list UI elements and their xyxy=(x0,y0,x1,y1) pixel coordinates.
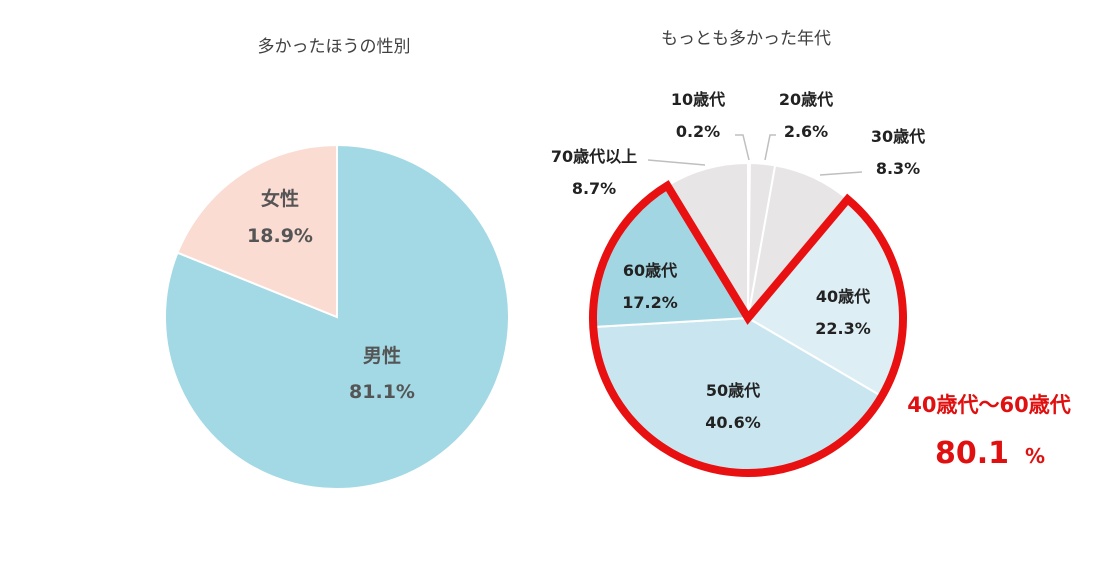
leader-line-0 xyxy=(735,134,750,161)
leader-line-2 xyxy=(819,171,863,176)
value-20s: 2.6% xyxy=(784,122,828,141)
highlight-value: 80.1 xyxy=(935,436,1009,471)
pie-slice-1 xyxy=(176,143,338,319)
label-30s: 30歳代 xyxy=(871,127,925,146)
value-female: 18.9% xyxy=(247,225,313,247)
highlight-outline xyxy=(589,180,907,477)
label-10s: 10歳代 xyxy=(671,90,725,109)
label-20s: 20歳代 xyxy=(779,90,833,109)
gender-chart-title: 多かったほうの性別 xyxy=(258,37,411,57)
label-60s: 60歳代 xyxy=(623,261,677,280)
label-70s-plus: 70歳代以上 xyxy=(551,147,637,166)
value-male: 81.1% xyxy=(349,381,415,403)
leader-line-1 xyxy=(764,134,776,161)
value-10s: 0.2% xyxy=(676,122,720,141)
age-chart-title: もっとも多かった年代 xyxy=(661,29,831,49)
value-50s: 40.6% xyxy=(705,413,761,432)
leader-lines xyxy=(647,134,863,176)
label-40s: 40歳代 xyxy=(816,287,870,306)
gender-pie xyxy=(164,143,510,490)
value-60s: 17.2% xyxy=(622,293,678,312)
value-70s-plus: 8.7% xyxy=(572,179,616,198)
label-female: 女性 xyxy=(261,187,299,210)
highlight-label: 40歳代〜60歳代 xyxy=(907,393,1070,417)
label-50s: 50歳代 xyxy=(706,381,760,400)
value-40s: 22.3% xyxy=(815,319,871,338)
age-pie xyxy=(592,161,904,474)
leader-line-3 xyxy=(647,159,706,166)
value-30s: 8.3% xyxy=(876,159,920,178)
highlight-unit: % xyxy=(1025,444,1045,468)
label-male: 男性 xyxy=(363,344,401,367)
